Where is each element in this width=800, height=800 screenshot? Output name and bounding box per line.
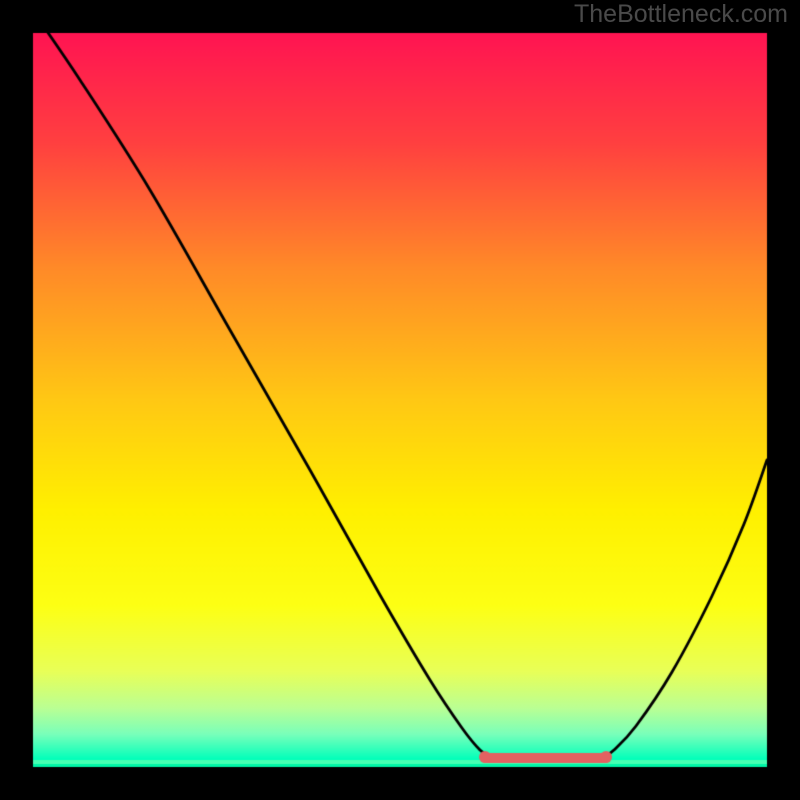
watermark-text: TheBottleneck.com: [574, 0, 788, 29]
bottleneck-chart: [0, 0, 800, 800]
